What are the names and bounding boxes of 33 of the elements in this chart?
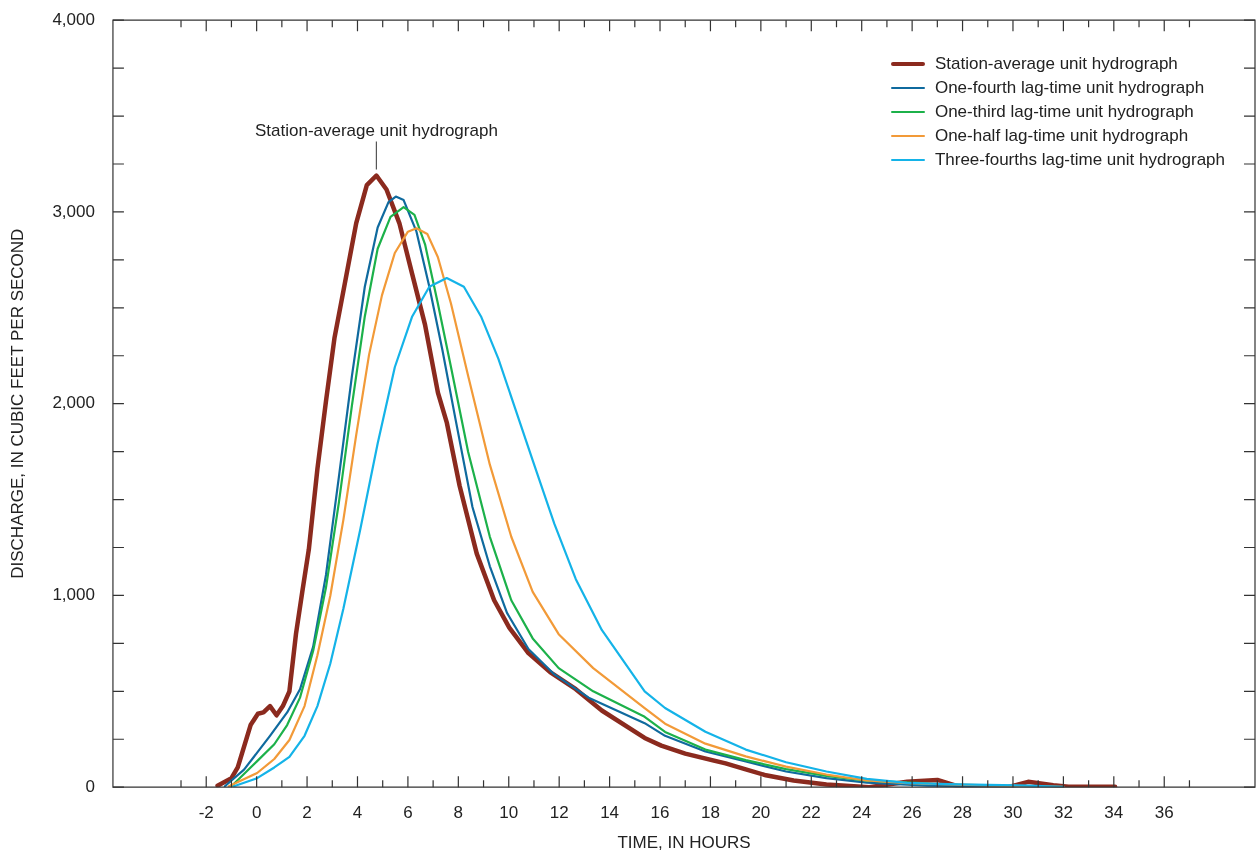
y-tick-label: 4,000 — [52, 9, 95, 29]
x-tick-label: 8 — [453, 803, 464, 823]
legend-label: One-half lag-time unit hydrograph — [934, 125, 1189, 147]
x-tick-label: 26 — [902, 803, 922, 823]
x-tick-label: 36 — [1154, 803, 1174, 823]
legend-label: Three-fourths lag-time unit hydrograph — [934, 149, 1225, 171]
x-tick-label: 32 — [1053, 803, 1073, 823]
x-axis-title: TIME, IN HOURS — [617, 833, 751, 853]
x-tick-label: 24 — [852, 803, 872, 823]
x-tick-label: 22 — [801, 803, 821, 823]
x-tick-label: 14 — [600, 803, 620, 823]
legend-label: One-fourth lag-time unit hydrograph — [934, 77, 1205, 99]
x-tick-label: 28 — [953, 803, 973, 823]
x-tick-label: -2 — [198, 803, 214, 823]
x-tick-label: 10 — [499, 803, 519, 823]
annotation: Station-average unit hydrograph — [254, 120, 498, 140]
y-tick-label: 3,000 — [52, 201, 95, 221]
x-tick-label: 4 — [352, 803, 363, 823]
x-tick-label: 2 — [302, 803, 312, 823]
x-tick-label: 12 — [549, 803, 569, 823]
y-tick-label: 2,000 — [52, 393, 95, 413]
x-tick-label: 18 — [700, 803, 720, 823]
legend-label: Station-average unit hydrograph — [934, 53, 1178, 75]
x-tick-label: 30 — [1003, 803, 1023, 823]
x-tick-label: 0 — [251, 803, 262, 823]
y-axis-title: DISCHARGE, IN CUBIC FEET PER SECOND — [7, 228, 27, 579]
x-tick-label: 16 — [650, 803, 670, 823]
legend-label: One-third lag-time unit hydrograph — [934, 101, 1194, 123]
x-tick-label: 20 — [751, 803, 771, 823]
y-tick-label: 1,000 — [52, 585, 95, 605]
x-tick-label: 6 — [403, 803, 413, 823]
y-tick-label: 0 — [85, 776, 95, 796]
x-tick-label: 34 — [1104, 803, 1124, 823]
